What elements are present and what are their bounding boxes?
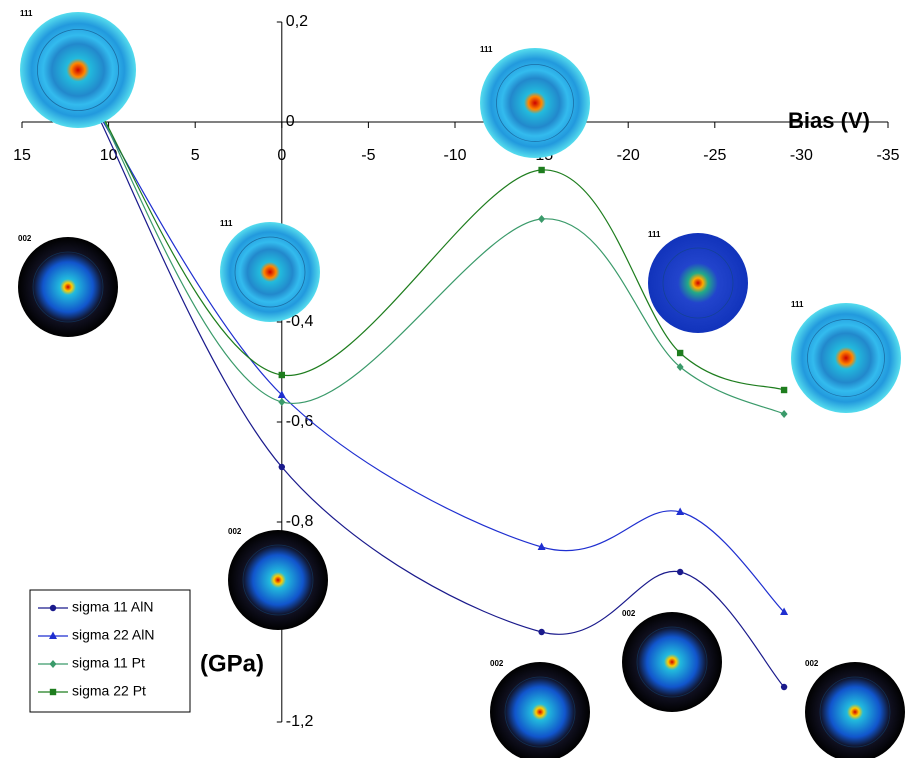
point (278, 398, 285, 406)
point (781, 410, 788, 418)
x-tick-label: -10 (443, 147, 466, 164)
point (50, 605, 56, 611)
x-tick-label: 10 (100, 147, 118, 164)
y-tick-label: -0,8 (286, 513, 314, 530)
figure-label: 111 (648, 230, 661, 239)
point (781, 387, 787, 393)
x-tick-label: -20 (617, 147, 640, 164)
figure-label: 111 (791, 300, 804, 309)
point (538, 167, 544, 173)
point (538, 215, 545, 223)
x-axis-title: Bias (V) (788, 108, 870, 133)
series-line (91, 102, 784, 687)
y-tick-label: -0,6 (286, 413, 314, 430)
x-tick-label: 15 (13, 147, 31, 164)
y-tick-label: 0,2 (286, 13, 308, 30)
figure-label: 111 (220, 219, 233, 228)
point (677, 569, 683, 575)
y-tick-label: -1,2 (286, 713, 314, 730)
legend-label: sigma 22 AlN (72, 627, 154, 643)
y-axis-title: (GPa) (200, 650, 264, 677)
x-tick-label: -35 (876, 147, 899, 164)
figure-label: 111 (480, 45, 493, 54)
point (279, 372, 285, 378)
x-tick-label: -25 (703, 147, 726, 164)
point (781, 684, 787, 690)
y-tick-label: 0 (286, 113, 295, 130)
figure-label: 111 (20, 9, 33, 18)
figure-label: 002 (490, 659, 504, 668)
legend-label: sigma 11 AlN (72, 599, 153, 615)
legend-label: sigma 22 Pt (72, 683, 146, 699)
x-tick-label: 5 (191, 147, 200, 164)
point (538, 629, 544, 635)
figure-label: 002 (805, 659, 819, 668)
x-tick-label: 0 (277, 147, 286, 164)
point (677, 350, 683, 356)
legend-label: sigma 11 Pt (72, 655, 145, 671)
chart: 151050-5-10-15-20-25-30-350,20-0,4-0,6-0… (0, 0, 908, 758)
point (279, 464, 285, 470)
figure-label: 002 (228, 527, 242, 536)
series-line (91, 102, 784, 612)
figure-label: 002 (18, 234, 32, 243)
x-tick-label: -30 (790, 147, 813, 164)
point (50, 689, 56, 695)
legend: sigma 11 AlN sigma 22 AlN sigma 11 Pt sigma… (30, 590, 190, 712)
x-tick-label: -5 (361, 147, 375, 164)
figure-label: 002 (622, 609, 636, 618)
